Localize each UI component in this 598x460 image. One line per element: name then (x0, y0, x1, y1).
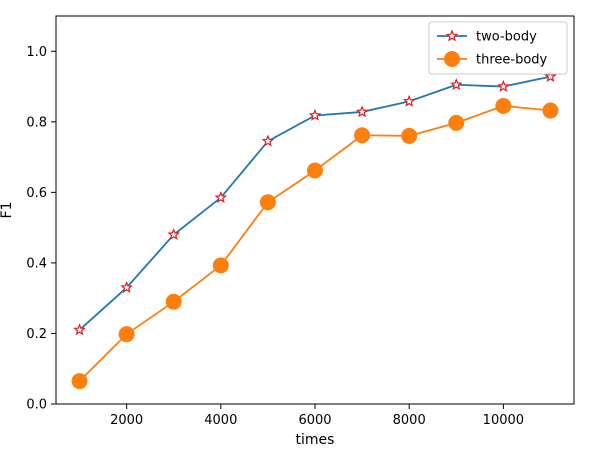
data-point-three-body (165, 293, 182, 310)
data-point-two-body (544, 70, 557, 83)
x-tick-label: 2000 (110, 413, 143, 428)
legend: two-body three-body (428, 21, 568, 75)
data-point-two-body (120, 280, 133, 293)
x-tick-label: 4000 (204, 413, 237, 428)
data-point-three-body (542, 102, 559, 119)
data-point-two-body (449, 78, 463, 91)
legend-label-two-body: two-body (476, 30, 537, 45)
y-axis-label: F1 (0, 202, 15, 219)
data-point-three-body (448, 114, 465, 131)
data-point-three-body (118, 326, 135, 343)
series-line-three-body (78, 105, 551, 382)
legend-marker-two-body (445, 29, 459, 42)
data-point-three-body (495, 97, 512, 114)
y-tick-label: 0.2 (26, 327, 47, 342)
data-point-two-body (402, 94, 416, 107)
data-point-three-body (307, 162, 323, 179)
data-point-two-body (214, 191, 228, 204)
x-tick-label: 8000 (393, 413, 426, 428)
data-point-two-body (497, 79, 510, 92)
y-tick-label: 0.6 (26, 186, 47, 201)
x-tick-label: 6000 (298, 413, 331, 428)
data-point-three-body (401, 127, 418, 144)
data-point-two-body (308, 108, 322, 121)
data-point-three-body (212, 257, 229, 274)
x-axis-label: times (296, 432, 335, 448)
y-tick-label: 1.0 (26, 45, 47, 60)
y-tick-label: 0.4 (26, 256, 47, 271)
series-three-body (71, 97, 559, 390)
data-point-two-body (73, 323, 86, 336)
x-tick-label: 10000 (483, 413, 524, 428)
legend-label-three-body: three-body (476, 53, 548, 68)
data-point-three-body (259, 194, 276, 211)
y-tick-label: 0.0 (26, 398, 47, 413)
legend-marker-three-body (444, 51, 460, 67)
data-point-two-body (167, 228, 181, 241)
data-point-three-body (71, 373, 88, 390)
data-point-two-body (261, 134, 275, 147)
data-point-two-body (355, 105, 369, 118)
data-point-three-body (354, 127, 371, 144)
legend-box (428, 21, 568, 75)
y-tick-label: 0.8 (26, 115, 47, 130)
series-two-body (73, 70, 557, 336)
